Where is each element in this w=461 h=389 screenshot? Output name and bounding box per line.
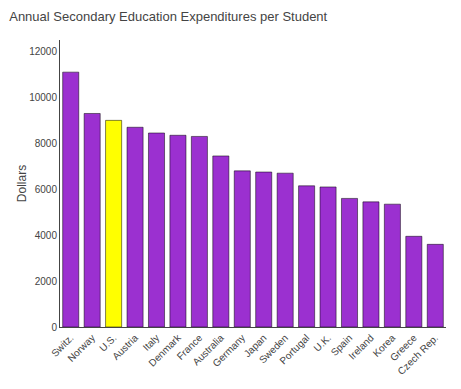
svg-text:10000: 10000 [29,92,57,103]
svg-text:U.S.: U.S. [97,332,119,354]
svg-text:Korea: Korea [371,332,398,359]
svg-text:Japan: Japan [242,332,269,359]
svg-text:Denmark: Denmark [146,331,183,368]
svg-text:4000: 4000 [35,230,58,241]
svg-text:Norway: Norway [65,332,97,364]
svg-text:0: 0 [51,322,57,333]
svg-text:Czech Rep.: Czech Rep. [396,332,441,377]
svg-text:France: France [175,332,205,362]
svg-text:8000: 8000 [35,138,58,149]
svg-text:12000: 12000 [29,46,57,57]
svg-text:Annual Secondary Education Exp: Annual Secondary Education Expenditures … [9,9,327,24]
svg-text:U.K.: U.K. [311,332,333,354]
svg-text:Italy: Italy [141,332,162,353]
svg-text:Austria: Austria [110,332,140,362]
svg-text:Switz.: Switz. [49,332,76,359]
svg-text:Australia: Australia [190,332,226,368]
svg-text:6000: 6000 [35,184,58,195]
svg-text:Sweden: Sweden [257,332,290,365]
svg-text:Germany: Germany [210,332,247,369]
svg-text:Portugal: Portugal [277,332,311,366]
svg-text:2000: 2000 [35,276,58,287]
svg-text:Spain: Spain [329,332,355,358]
svg-text:Ireland: Ireland [346,332,375,361]
svg-text:Greece: Greece [388,332,419,363]
svg-text:Dollars: Dollars [15,165,29,202]
